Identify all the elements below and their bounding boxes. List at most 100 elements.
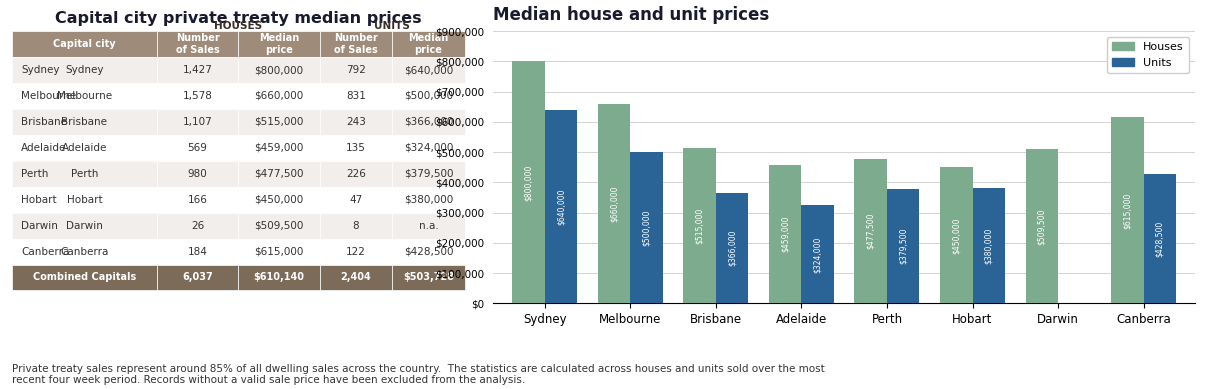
FancyBboxPatch shape — [157, 265, 238, 291]
FancyBboxPatch shape — [12, 213, 157, 238]
Text: Adelaide: Adelaide — [21, 143, 66, 153]
Text: 1,427: 1,427 — [182, 65, 212, 75]
FancyBboxPatch shape — [392, 187, 465, 213]
FancyBboxPatch shape — [157, 161, 238, 187]
Text: $515,000: $515,000 — [255, 117, 304, 127]
Text: 1,578: 1,578 — [182, 91, 212, 101]
Text: $615,000: $615,000 — [1123, 192, 1132, 229]
Text: $428,500: $428,500 — [403, 247, 453, 257]
Text: UNITS: UNITS — [374, 21, 410, 31]
Bar — [769, 165, 801, 303]
FancyBboxPatch shape — [238, 31, 320, 57]
FancyBboxPatch shape — [238, 161, 320, 187]
Text: $640,000: $640,000 — [404, 65, 453, 75]
FancyBboxPatch shape — [320, 187, 392, 213]
Bar — [597, 104, 630, 303]
FancyBboxPatch shape — [320, 57, 392, 83]
Text: $509,500: $509,500 — [255, 221, 304, 231]
Text: Hobart: Hobart — [21, 194, 57, 205]
FancyBboxPatch shape — [12, 31, 157, 57]
Bar — [683, 147, 716, 303]
FancyBboxPatch shape — [320, 161, 392, 187]
FancyBboxPatch shape — [392, 135, 465, 161]
Bar — [940, 167, 973, 303]
FancyBboxPatch shape — [320, 31, 392, 57]
Text: Perth: Perth — [21, 169, 48, 179]
Text: 831: 831 — [346, 91, 366, 101]
Text: $379,500: $379,500 — [899, 228, 908, 264]
FancyBboxPatch shape — [238, 83, 320, 109]
Text: Brisbane: Brisbane — [21, 117, 68, 127]
FancyBboxPatch shape — [12, 57, 157, 83]
Text: $380,000: $380,000 — [984, 228, 993, 264]
FancyBboxPatch shape — [238, 213, 320, 238]
Text: $366,000: $366,000 — [403, 117, 453, 127]
Text: $660,000: $660,000 — [610, 185, 619, 222]
Text: $800,000: $800,000 — [524, 164, 533, 201]
FancyBboxPatch shape — [320, 265, 392, 291]
FancyBboxPatch shape — [157, 238, 238, 265]
FancyBboxPatch shape — [392, 109, 465, 135]
Text: Sydney: Sydney — [65, 65, 104, 75]
Bar — [630, 152, 663, 303]
Text: 184: 184 — [187, 247, 208, 257]
Text: Hobart: Hobart — [66, 194, 103, 205]
FancyBboxPatch shape — [12, 161, 157, 187]
Text: $324,000: $324,000 — [403, 143, 453, 153]
FancyBboxPatch shape — [238, 109, 320, 135]
Text: Median
price: Median price — [408, 33, 449, 55]
FancyBboxPatch shape — [392, 161, 465, 187]
FancyBboxPatch shape — [12, 187, 157, 213]
FancyBboxPatch shape — [320, 238, 392, 265]
Text: Melbourne: Melbourne — [57, 91, 112, 101]
FancyBboxPatch shape — [157, 187, 238, 213]
FancyBboxPatch shape — [12, 109, 157, 135]
FancyBboxPatch shape — [238, 135, 320, 161]
Text: $500,000: $500,000 — [642, 210, 651, 246]
Legend: Houses, Units: Houses, Units — [1107, 37, 1189, 74]
Text: $366,000: $366,000 — [728, 230, 736, 266]
Text: $379,500: $379,500 — [403, 169, 453, 179]
Text: $800,000: $800,000 — [255, 65, 304, 75]
Text: $450,000: $450,000 — [255, 194, 304, 205]
FancyBboxPatch shape — [157, 57, 238, 83]
FancyBboxPatch shape — [320, 109, 392, 135]
Text: Perth: Perth — [71, 169, 98, 179]
Text: Canberra: Canberra — [60, 247, 109, 257]
Text: 166: 166 — [187, 194, 208, 205]
Text: Brisbane: Brisbane — [62, 117, 107, 127]
Bar — [1112, 117, 1143, 303]
FancyBboxPatch shape — [238, 238, 320, 265]
Bar — [887, 189, 920, 303]
Text: 8: 8 — [352, 221, 360, 231]
Text: $615,000: $615,000 — [255, 247, 304, 257]
Text: $610,140: $610,140 — [253, 272, 304, 282]
Text: $324,000: $324,000 — [814, 236, 822, 273]
FancyBboxPatch shape — [238, 187, 320, 213]
Text: 6,037: 6,037 — [182, 272, 212, 282]
Bar — [973, 188, 1005, 303]
Bar — [1143, 174, 1176, 303]
Text: $500,000: $500,000 — [404, 91, 453, 101]
Text: 26: 26 — [191, 221, 204, 231]
FancyBboxPatch shape — [392, 31, 465, 57]
FancyBboxPatch shape — [12, 161, 157, 187]
FancyBboxPatch shape — [238, 57, 320, 83]
FancyBboxPatch shape — [320, 135, 392, 161]
Text: $660,000: $660,000 — [255, 91, 304, 101]
FancyBboxPatch shape — [12, 83, 157, 109]
FancyBboxPatch shape — [392, 57, 465, 83]
FancyBboxPatch shape — [12, 187, 157, 213]
FancyBboxPatch shape — [392, 213, 465, 238]
Text: $380,000: $380,000 — [404, 194, 453, 205]
Bar — [855, 159, 887, 303]
FancyBboxPatch shape — [392, 83, 465, 109]
FancyBboxPatch shape — [157, 135, 238, 161]
FancyBboxPatch shape — [157, 31, 238, 57]
Text: Darwin: Darwin — [66, 221, 103, 231]
FancyBboxPatch shape — [157, 109, 238, 135]
Text: $509,500: $509,500 — [1037, 208, 1046, 245]
FancyBboxPatch shape — [12, 238, 157, 265]
Bar — [801, 205, 834, 303]
FancyBboxPatch shape — [320, 83, 392, 109]
